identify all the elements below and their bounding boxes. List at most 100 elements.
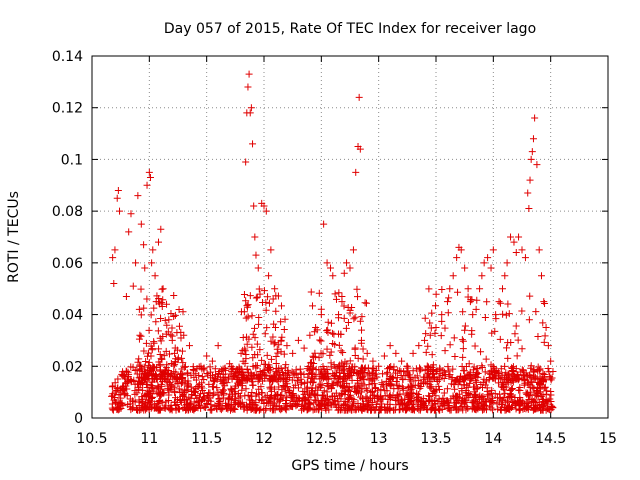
- background-point: [489, 399, 497, 407]
- background-point: [520, 381, 528, 389]
- background-point: [166, 379, 174, 387]
- mid-point: [263, 351, 271, 359]
- mid-point: [152, 318, 160, 326]
- background-point: [227, 385, 235, 393]
- background-point: [221, 364, 229, 372]
- mid-point: [309, 302, 317, 310]
- background-point: [173, 396, 181, 404]
- mid-point: [526, 292, 534, 300]
- data-point: [357, 336, 365, 344]
- background-point: [440, 401, 448, 409]
- mid-point: [318, 370, 326, 378]
- data-point: [267, 246, 275, 254]
- mid-point: [243, 340, 251, 348]
- mid-point: [270, 373, 278, 381]
- background-point: [268, 406, 276, 414]
- background-point: [232, 398, 240, 406]
- mid-point: [251, 324, 259, 332]
- mid-point: [503, 344, 511, 352]
- background-point: [211, 365, 219, 373]
- background-point: [334, 397, 342, 405]
- mid-point: [532, 308, 540, 316]
- data-point: [132, 259, 140, 267]
- background-point: [230, 372, 238, 380]
- data-point: [260, 202, 268, 210]
- x-tick-label: 13.5: [420, 431, 451, 447]
- data-point: [151, 272, 159, 280]
- background-point: [219, 380, 227, 388]
- mid-point: [423, 362, 431, 370]
- background-point: [294, 374, 302, 382]
- background-point: [473, 399, 481, 407]
- data-point: [369, 357, 377, 365]
- data-point: [265, 272, 273, 280]
- mid-point: [163, 321, 171, 329]
- background-point: [524, 392, 532, 400]
- mid-point: [446, 341, 454, 349]
- data-point: [352, 168, 360, 176]
- mid-point: [512, 322, 520, 330]
- data-point: [269, 295, 277, 303]
- data-point: [346, 264, 354, 272]
- background-point: [358, 388, 366, 396]
- mid-point: [168, 324, 176, 332]
- background-point: [336, 392, 344, 400]
- data-point: [122, 292, 130, 300]
- mid-point: [508, 372, 516, 380]
- background-point: [437, 397, 445, 405]
- mid-point: [478, 362, 486, 370]
- background-point: [460, 381, 468, 389]
- mid-point: [481, 313, 489, 321]
- background-point: [300, 402, 308, 410]
- y-axis-label: ROTI / TECUs: [6, 191, 22, 283]
- mid-point: [421, 314, 429, 322]
- mid-point: [351, 313, 359, 321]
- mid-point: [505, 310, 513, 318]
- background-point: [409, 400, 417, 408]
- mid-point: [446, 371, 454, 379]
- mid-point: [527, 362, 535, 370]
- background-point: [341, 382, 349, 390]
- mid-point: [431, 329, 439, 337]
- background-point: [449, 365, 457, 373]
- background-point: [531, 403, 539, 411]
- background-point: [386, 400, 394, 408]
- mid-point: [242, 351, 250, 359]
- background-point: [370, 364, 378, 372]
- background-point: [331, 364, 339, 372]
- background-point: [238, 398, 246, 406]
- background-point: [462, 389, 470, 397]
- background-point: [203, 369, 211, 377]
- background-point: [399, 401, 407, 409]
- background-point: [243, 365, 251, 373]
- background-point: [365, 381, 373, 389]
- background-point: [143, 391, 151, 399]
- background-point: [398, 400, 406, 408]
- background-point: [247, 404, 255, 412]
- data-point: [327, 264, 335, 272]
- mid-point: [332, 295, 340, 303]
- data-point: [157, 225, 165, 233]
- mid-point: [444, 309, 452, 317]
- mid-point: [505, 371, 513, 379]
- background-point: [268, 387, 276, 395]
- background-point: [377, 386, 385, 394]
- mid-point: [472, 372, 480, 380]
- mid-point: [441, 324, 449, 332]
- mid-point: [422, 348, 430, 356]
- data-point: [343, 259, 351, 267]
- background-point: [109, 382, 117, 390]
- background-point: [481, 368, 489, 376]
- mid-point: [164, 367, 172, 375]
- mid-point: [160, 375, 168, 383]
- background-point: [349, 401, 357, 409]
- mid-point: [265, 299, 273, 307]
- mid-point: [429, 361, 437, 369]
- mid-point: [272, 352, 280, 360]
- data-point: [398, 357, 406, 365]
- background-point: [408, 397, 416, 405]
- background-point: [496, 395, 504, 403]
- mid-point: [499, 310, 507, 318]
- background-point: [231, 405, 239, 413]
- background-point: [382, 406, 390, 414]
